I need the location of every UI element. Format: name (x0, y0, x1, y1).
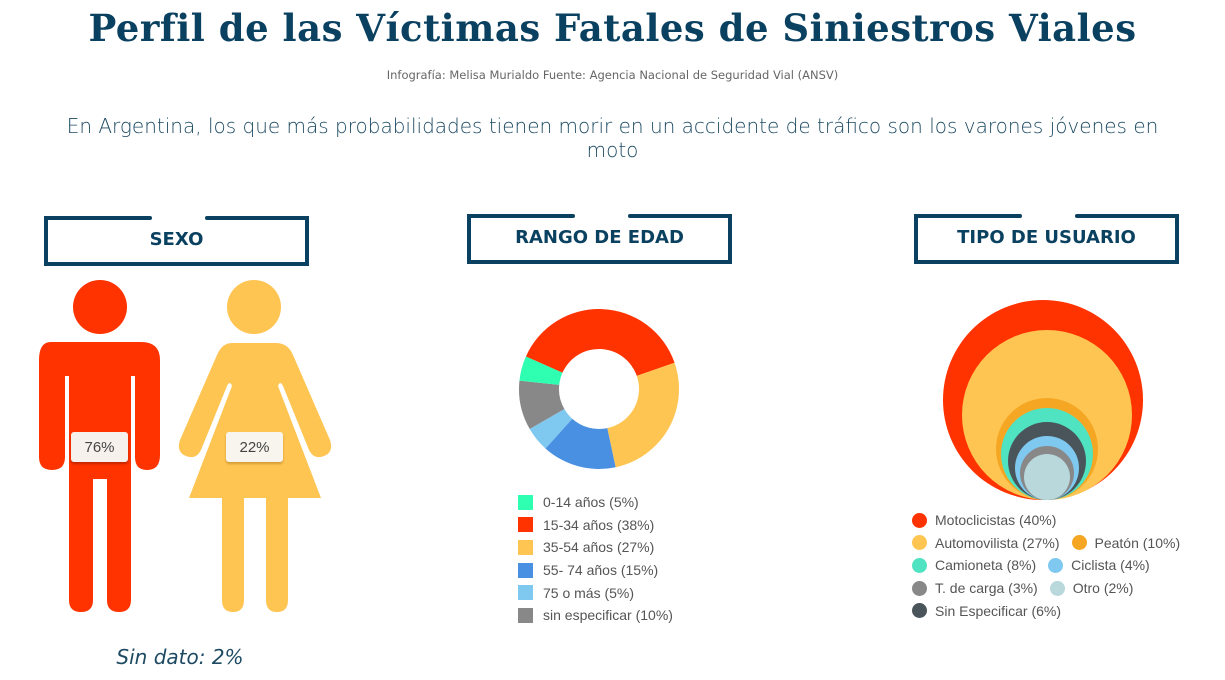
legend-swatch (518, 562, 533, 578)
legend-label: Camioneta (8%) (935, 557, 1037, 574)
legend-dot (912, 557, 927, 573)
legend-label: T. de carga (3%) (935, 580, 1038, 597)
user-type-legend: Motoclicistas (40%) Automovilista (27%) … (912, 509, 1192, 622)
legend-label: 15-34 años (38%) (543, 516, 655, 533)
legend-row: T. de carga (3%) Otro (2%) (912, 577, 1192, 600)
donut-segment (607, 362, 679, 468)
legend-item: 15-34 años (38%) (518, 514, 673, 537)
section-title-sexo: SEXO (44, 216, 309, 266)
legend-row: Automovilista (27%) Peatón (10%) (912, 532, 1192, 555)
sin-dato-text: Sin dato: 2% (116, 645, 244, 669)
legend-label: sin especificar (10%) (543, 607, 673, 624)
legend-row: Camioneta (8%) Ciclista (4%) (912, 554, 1192, 577)
donut-segment (529, 409, 573, 449)
age-donut-chart (519, 309, 679, 469)
legend-item: Camioneta (8%) (912, 557, 1036, 573)
legend-label: Ciclista (4%) (1071, 557, 1150, 574)
legend-dot (1048, 557, 1064, 573)
credit-line: Infografía: Melisa Murialdo Fuente: Agen… (386, 68, 839, 82)
box-top-left-line (467, 214, 575, 218)
legend-label: 75 o más (5%) (543, 584, 635, 601)
donut-segment (525, 309, 675, 376)
legend-label: Peatón (10%) (1094, 534, 1181, 551)
legend-item: Otro (2%) (1049, 580, 1134, 597)
legend-item: 75 o más (5%) (518, 581, 673, 604)
box-top-left-line (914, 214, 1022, 218)
donut-segment (519, 356, 563, 385)
section-title-text: RANGO DE EDAD (515, 226, 684, 248)
legend-dot (912, 603, 927, 619)
legend-item: 0-14 años (5%) (518, 491, 673, 514)
page-title: Perfil de las Víctimas Fatales de Sinies… (88, 6, 1137, 50)
lead-text: En Argentina, los que más probabilidades… (66, 114, 1159, 162)
legend-swatch (518, 517, 533, 533)
female-figure-icon (178, 280, 332, 612)
user-type-bubble-chart (943, 300, 1143, 500)
legend-label: Motoclicistas (40%) (935, 512, 1057, 529)
male-figure-icon (39, 280, 160, 612)
section-title-usuario: TIPO DE USUARIO (914, 214, 1179, 264)
legend-item: T. de carga (3%) (912, 580, 1038, 596)
legend-dot (912, 580, 927, 596)
legend-label: Sin Especificar (6%) (935, 602, 1062, 619)
legend-swatch (518, 494, 533, 510)
legend-dot (1049, 580, 1065, 596)
section-title-text: TIPO DE USUARIO (957, 226, 1136, 248)
donut-segment (519, 380, 565, 429)
legend-item: Sin Especificar (6%) (912, 603, 1061, 619)
section-title-text: SEXO (149, 228, 204, 250)
donut-segment (545, 418, 616, 469)
legend-label: Otro (2%) (1072, 580, 1134, 597)
legend-row: Sin Especificar (6%) (912, 599, 1192, 622)
legend-label: 55- 74 años (15%) (543, 562, 659, 579)
legend-label: Automovilista (27%) (935, 534, 1060, 551)
legend-item: Peatón (10%) (1071, 534, 1181, 551)
age-legend: 0-14 años (5%) 15-34 años (38%) 35-54 añ… (518, 491, 673, 627)
legend-label: 35-54 años (27%) (543, 539, 655, 556)
legend-item: sin especificar (10%) (518, 604, 673, 627)
legend-label: 0-14 años (5%) (543, 494, 639, 511)
legend-dot (912, 512, 927, 528)
legend-item: Ciclista (4%) (1048, 557, 1150, 573)
male-percentage-label: 76% (71, 432, 128, 462)
box-top-right-line (628, 214, 732, 218)
legend-swatch (518, 607, 533, 623)
legend-item: Motoclicistas (40%) (912, 512, 1056, 528)
legend-item: 55- 74 años (15%) (518, 559, 673, 582)
legend-item: Automovilista (27%) (912, 535, 1060, 551)
legend-row: Motoclicistas (40%) (912, 509, 1192, 532)
box-top-right-line (1075, 214, 1179, 218)
box-top-left-line (44, 216, 152, 220)
box-top-right-line (205, 216, 309, 220)
legend-swatch (518, 585, 533, 601)
legend-dot (912, 535, 927, 551)
legend-swatch (518, 539, 533, 555)
legend-dot (1071, 535, 1087, 551)
section-title-edad: RANGO DE EDAD (467, 214, 732, 264)
female-percentage-label: 22% (226, 432, 283, 462)
legend-item: 35-54 años (27%) (518, 536, 673, 559)
